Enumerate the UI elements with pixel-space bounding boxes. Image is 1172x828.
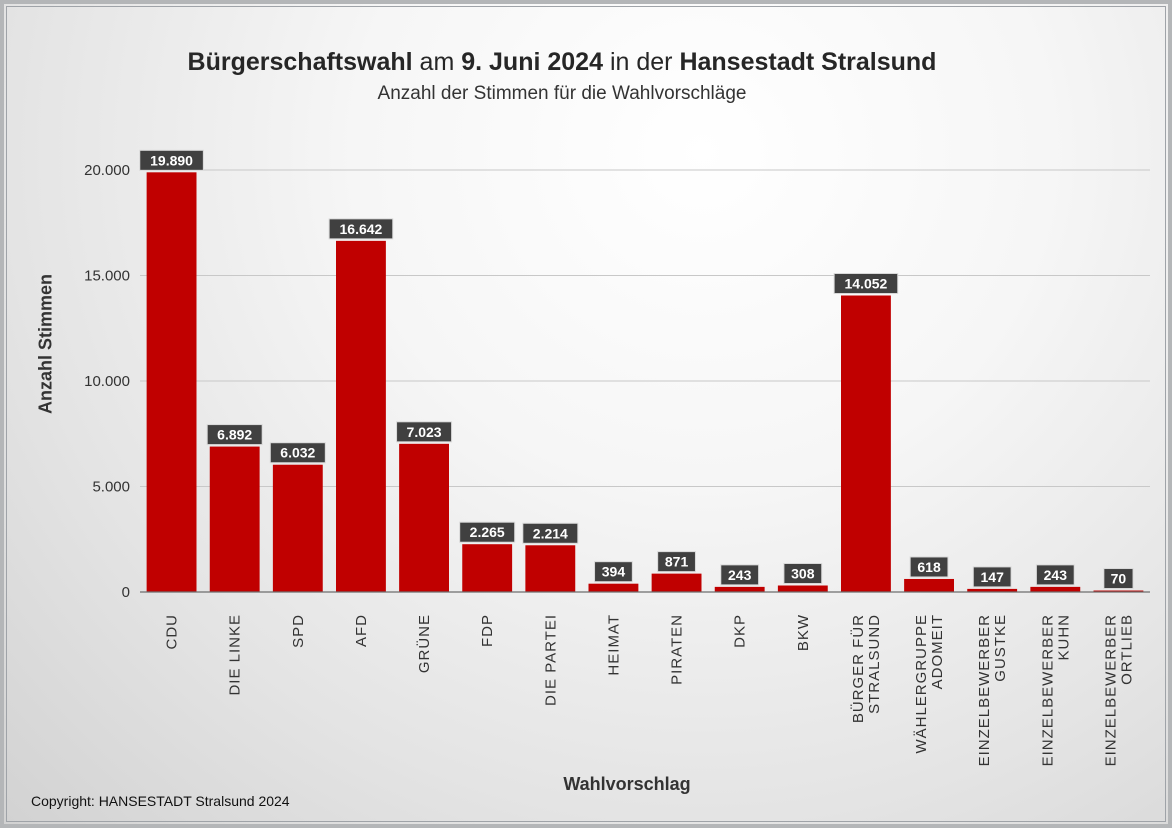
data-label-box [1103,568,1134,590]
bar [336,240,386,592]
data-label: 19.890 [150,152,193,168]
bar-chart: 0 5.000 10.000 15.000 20.000 19.890 CDU 6.892 DI… [84,149,1150,766]
bar [272,464,323,592]
y-axis-title: Anzahl Stimmen [35,273,56,415]
data-label-box [139,149,204,171]
x-tick-label: ADOMEIT [929,614,946,689]
x-tick-label: AFD [353,614,370,647]
data-label: 14.052 [845,276,888,292]
copyright-note: Copyright: HANSESTADT Stralsund 2024 [31,793,290,809]
data-label-box [783,563,823,585]
data-label-box [594,561,633,583]
x-tick-label: PIRATEN [669,614,686,685]
data-label: 243 [1044,567,1068,583]
data-label-box [909,556,949,578]
bar [967,588,1018,592]
x-tick-label: KUHN [1055,614,1072,661]
x-tick-label: EINZELBEWERBER [1102,614,1119,766]
bar [841,295,891,592]
data-label-box [459,521,516,543]
data-label: 7.023 [407,424,442,440]
x-axis-title: Wahlvorschlag [563,774,691,794]
bar [1030,586,1081,592]
x-tick-label: BÜRGER FÜR [849,614,867,723]
y-tick-label: 15.000 [84,268,130,285]
data-label: 6.892 [217,427,252,443]
bar [525,545,576,592]
title-part-5: Hansestadt Stralsund [679,48,937,76]
data-label-box [269,442,326,464]
data-label: 618 [917,559,941,575]
data-label: 394 [602,564,626,580]
x-tick-label: WÄHLERGRUPPE [913,614,930,754]
bar [462,544,513,592]
bar [588,583,639,592]
data-label: 2.214 [533,525,568,541]
y-tick-label: 5.000 [92,479,130,496]
x-tick-label: BKW [795,614,812,651]
data-label: 147 [981,569,1005,585]
data-label: 6.032 [280,445,315,461]
title-part-4: in der [609,48,673,76]
x-tick-label: EINZELBEWERBER [1039,614,1056,766]
data-label-box [328,218,394,240]
data-label-box [522,522,579,544]
y-tick-label: 10.000 [84,373,130,390]
data-label-box [833,273,899,295]
title-part-1: Bürgerschaftswahl [187,48,413,76]
x-tick-label: DIE LINKE [227,614,244,696]
data-label: 243 [728,567,752,583]
data-label-box [720,564,760,586]
x-tick-label: SPD [290,614,307,648]
bar [209,446,260,592]
chart-title: Bürgerschaftswahl am 9. Juni 2024 in der… [4,48,1120,77]
data-label: 2.265 [470,524,505,540]
bar [399,443,449,592]
chart-subtitle: Anzahl der Stimmen für die Wahlvorschläg… [377,83,747,104]
bar [146,172,197,593]
y-tick-label: 0 [122,584,130,601]
data-label-box [396,421,453,443]
x-tick-label: FDP [479,614,496,647]
x-tick-label: ORTLIEB [1118,614,1135,685]
x-tick-label: DIE PARTEI [542,614,559,706]
y-tick-label: 20.000 [84,162,130,179]
x-tick-label: GRÜNE [415,614,433,673]
data-label-box [972,566,1012,588]
data-label: 308 [791,566,815,582]
x-tick-label: HEIMAT [605,614,622,676]
data-label-box [1035,564,1075,586]
title-part-3: 9. Juni 2024 [461,48,603,76]
bar [651,573,702,592]
bar [904,578,954,592]
data-label: 70 [1111,571,1127,587]
bar [777,585,828,592]
x-tick-label: EINZELBEWERBER [976,614,993,766]
data-label-box [657,551,696,573]
bar [1093,590,1144,592]
data-label: 871 [665,554,689,570]
x-tick-label: DKP [732,614,749,648]
data-label: 16.642 [340,221,383,237]
x-tick-label: GUSTKE [992,614,1009,682]
x-tick-label: STRALSUND [866,614,883,714]
title-part-2: am [419,48,455,76]
bar [714,586,765,592]
x-tick-label: CDU [164,614,181,650]
data-label-box [206,424,263,446]
